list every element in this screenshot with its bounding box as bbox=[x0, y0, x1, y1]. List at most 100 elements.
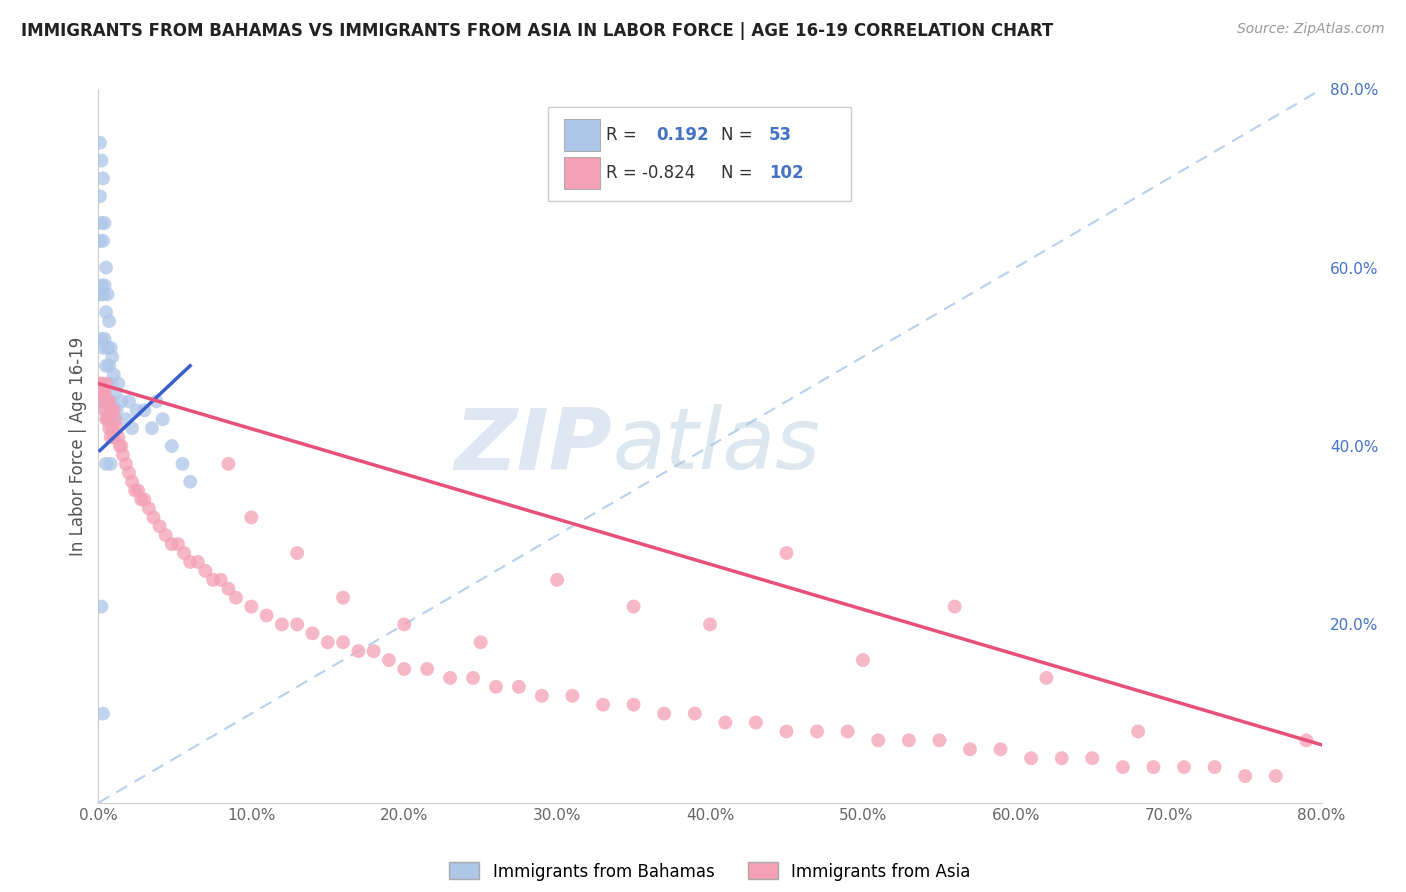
Point bbox=[592, 698, 614, 712]
Point bbox=[378, 653, 401, 667]
Point bbox=[485, 680, 508, 694]
Point bbox=[97, 287, 120, 301]
Point bbox=[90, 153, 112, 168]
Point bbox=[90, 332, 112, 346]
Point bbox=[142, 510, 165, 524]
Point bbox=[416, 662, 439, 676]
Point bbox=[105, 421, 128, 435]
Point bbox=[94, 412, 117, 426]
Point bbox=[179, 555, 201, 569]
Point bbox=[1204, 760, 1226, 774]
Point bbox=[1081, 751, 1104, 765]
Point bbox=[240, 599, 263, 614]
Point bbox=[94, 403, 117, 417]
Point bbox=[347, 644, 370, 658]
Point bbox=[155, 528, 177, 542]
Point bbox=[107, 376, 129, 391]
Text: R =: R = bbox=[606, 127, 647, 145]
Point bbox=[97, 412, 120, 426]
Point bbox=[118, 394, 141, 409]
Point bbox=[91, 341, 114, 355]
Point bbox=[187, 555, 209, 569]
Point bbox=[1264, 769, 1286, 783]
Point bbox=[1019, 751, 1042, 765]
Point bbox=[89, 234, 111, 248]
Point bbox=[93, 332, 115, 346]
Point bbox=[98, 394, 121, 409]
Text: ZIP: ZIP bbox=[454, 404, 612, 488]
Point bbox=[97, 341, 120, 355]
Point bbox=[93, 385, 115, 400]
Point bbox=[1234, 769, 1257, 783]
Text: 53: 53 bbox=[769, 127, 792, 145]
Point bbox=[209, 573, 232, 587]
Point bbox=[173, 546, 195, 560]
Point bbox=[392, 662, 416, 676]
Point bbox=[285, 617, 308, 632]
Point bbox=[101, 403, 124, 417]
Point bbox=[89, 136, 111, 150]
Point bbox=[461, 671, 484, 685]
Point bbox=[217, 457, 239, 471]
Point bbox=[101, 350, 124, 364]
Point bbox=[149, 519, 172, 533]
Point bbox=[439, 671, 461, 685]
Point bbox=[138, 501, 160, 516]
Point bbox=[172, 457, 194, 471]
Point bbox=[98, 412, 121, 426]
Point bbox=[167, 537, 190, 551]
Point bbox=[363, 644, 385, 658]
Point bbox=[90, 376, 112, 391]
Point bbox=[508, 680, 530, 694]
Point bbox=[652, 706, 675, 721]
Point bbox=[714, 715, 737, 730]
Point bbox=[301, 626, 323, 640]
Point bbox=[91, 706, 114, 721]
Point bbox=[1128, 724, 1150, 739]
Point bbox=[145, 394, 167, 409]
Point bbox=[225, 591, 247, 605]
Point bbox=[100, 430, 122, 444]
Point bbox=[745, 715, 768, 730]
Point bbox=[928, 733, 950, 747]
Text: IMMIGRANTS FROM BAHAMAS VS IMMIGRANTS FROM ASIA IN LABOR FORCE | AGE 16-19 CORRE: IMMIGRANTS FROM BAHAMAS VS IMMIGRANTS FR… bbox=[21, 22, 1053, 40]
Point bbox=[285, 546, 308, 560]
Text: R = -0.824: R = -0.824 bbox=[606, 164, 695, 182]
Point bbox=[121, 475, 143, 489]
Point bbox=[101, 421, 124, 435]
Point bbox=[93, 278, 115, 293]
Point bbox=[141, 421, 163, 435]
Point bbox=[94, 359, 117, 373]
Point bbox=[110, 439, 132, 453]
Point bbox=[202, 573, 225, 587]
Point bbox=[98, 314, 121, 328]
Point bbox=[1112, 760, 1135, 774]
Point bbox=[125, 403, 148, 417]
Point bbox=[623, 698, 645, 712]
Point bbox=[1295, 733, 1317, 747]
Point bbox=[91, 287, 114, 301]
Point bbox=[94, 376, 117, 391]
Point bbox=[91, 394, 114, 409]
Point bbox=[108, 439, 131, 453]
Point bbox=[89, 189, 111, 203]
Text: N =: N = bbox=[721, 127, 763, 145]
Text: atlas: atlas bbox=[612, 404, 820, 488]
Point bbox=[623, 599, 645, 614]
Point bbox=[256, 608, 278, 623]
Point bbox=[124, 483, 146, 498]
Point bbox=[93, 403, 115, 417]
Point bbox=[100, 403, 122, 417]
Point bbox=[127, 483, 149, 498]
Point bbox=[699, 617, 721, 632]
Point bbox=[332, 591, 354, 605]
Point bbox=[152, 412, 174, 426]
Point bbox=[332, 635, 354, 649]
Point bbox=[115, 412, 138, 426]
Point bbox=[107, 430, 129, 444]
Point bbox=[121, 421, 143, 435]
Point bbox=[179, 475, 201, 489]
Text: N =: N = bbox=[721, 164, 763, 182]
Point bbox=[160, 537, 183, 551]
Point bbox=[1142, 760, 1164, 774]
